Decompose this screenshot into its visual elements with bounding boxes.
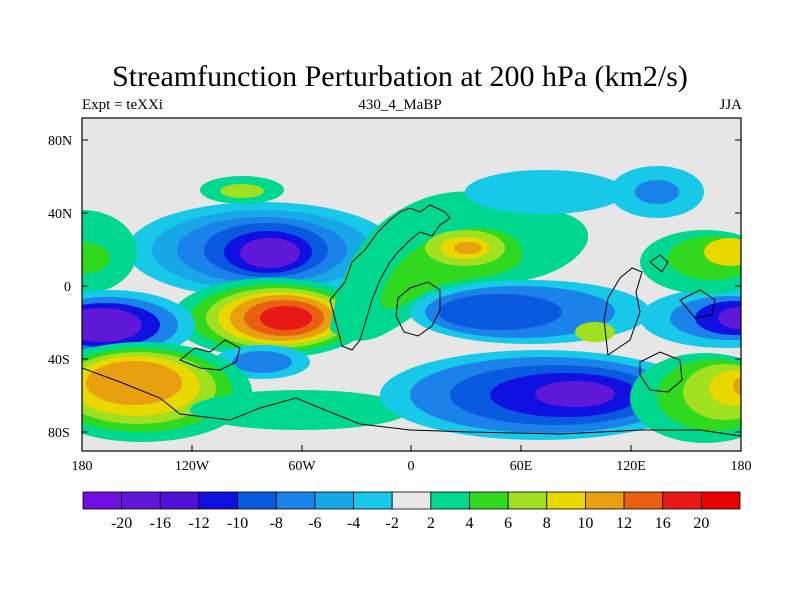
colorbar: -20 -16 -12 -10 -8 -6 -4 -2 2 4 6 8 10 12 16 20	[82, 491, 741, 532]
x-tick-label: 60E	[510, 459, 533, 474]
colorbar-swatch	[82, 491, 123, 510]
x-tick-label: 60W	[288, 459, 316, 474]
colorbar-swatch	[237, 491, 277, 510]
colorbar-label: -6	[308, 515, 321, 532]
colorbar-label: -2	[386, 515, 399, 532]
colorbar-swatch	[469, 491, 509, 510]
colorbar-label: 10	[577, 515, 593, 532]
colorbar-swatch	[121, 491, 161, 510]
y-tick-marks	[82, 139, 741, 433]
x-tick-label: 180	[72, 459, 93, 474]
colorbar-swatch	[159, 491, 200, 510]
colorbar-swatch	[275, 491, 316, 510]
y-tick-label: 80N	[48, 134, 72, 149]
y-tick-label: 40N	[48, 207, 72, 222]
y-tick-label: 40S	[48, 353, 70, 368]
colorbar-swatch	[546, 491, 586, 510]
colorbar-label: 2	[427, 515, 435, 532]
colorbar-label: 16	[655, 515, 671, 532]
colorbar-swatch	[391, 491, 432, 510]
colorbar-swatch	[507, 491, 548, 510]
coastlines	[82, 204, 741, 437]
colorbar-label: 8	[543, 515, 551, 532]
plot-title: Streamfunction Perturbation at 200 hPa (…	[112, 60, 688, 93]
colorbar-label: -12	[188, 515, 209, 532]
case-label: 430_4_MaBP	[358, 97, 442, 113]
y-tick-label: 80S	[48, 426, 70, 441]
x-tick-label: 120E	[616, 459, 646, 474]
colorbar-swatch	[662, 491, 702, 510]
colorbar-label: -4	[347, 515, 360, 532]
colorbar-label: 4	[465, 515, 473, 532]
x-tick-label: 0	[408, 459, 415, 474]
colorbar-swatch	[430, 491, 470, 510]
colorbar-swatch	[353, 491, 393, 510]
season-label: JJA	[719, 97, 742, 113]
x-tick-marks	[81, 445, 742, 451]
colorbar-label: 6	[504, 515, 512, 532]
colorbar-label: -16	[150, 515, 171, 532]
colorbar-label: -20	[111, 515, 132, 532]
colorbar-label: -8	[270, 515, 283, 532]
contour-field	[82, 166, 741, 443]
colorbar-swatch	[585, 491, 625, 510]
colorbar-label: 12	[616, 515, 632, 532]
colorbar-label: -10	[227, 515, 248, 532]
colorbar-swatch	[623, 491, 664, 510]
colorbar-swatch	[314, 491, 354, 510]
x-tick-label: 120W	[175, 459, 210, 474]
experiment-label: Expt = teXXi	[82, 97, 163, 113]
x-tick-label: 180	[731, 459, 752, 474]
colorbar-label: 20	[693, 515, 709, 532]
colorbar-swatch	[700, 491, 741, 510]
colorbar-swatch	[198, 491, 238, 510]
y-tick-label: 0	[64, 280, 71, 295]
